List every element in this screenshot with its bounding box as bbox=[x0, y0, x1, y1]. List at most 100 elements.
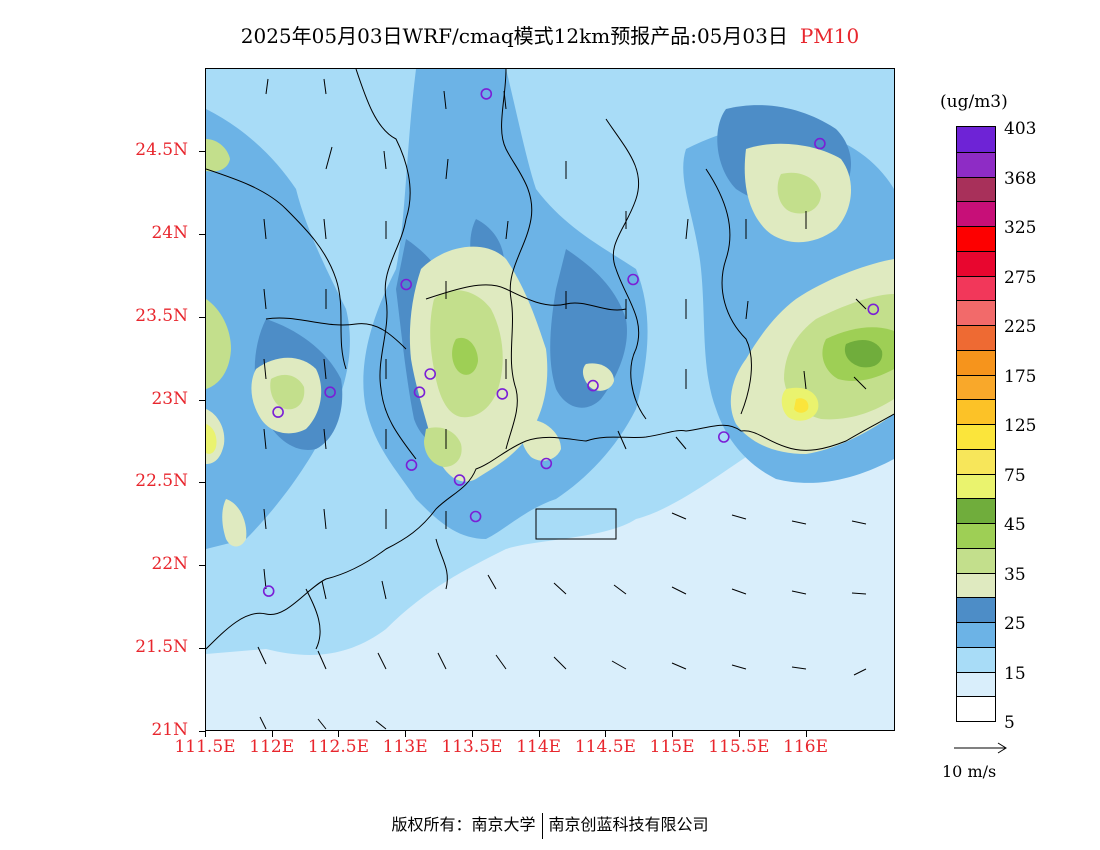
legend-value-label: 325 bbox=[1004, 218, 1037, 239]
lon-tick bbox=[672, 731, 674, 737]
legend-color-cell bbox=[957, 349, 995, 375]
legend-value-label: 5 bbox=[1004, 713, 1015, 734]
station-marker bbox=[587, 379, 599, 392]
legend-color-cell bbox=[957, 325, 995, 350]
lat-tick-label: 22N bbox=[151, 554, 188, 575]
legend-value-label: 275 bbox=[1004, 267, 1037, 288]
station-marker bbox=[480, 88, 493, 100]
color-legend bbox=[956, 126, 996, 722]
legend-color-cell bbox=[957, 176, 995, 202]
lon-tick-label: 116E bbox=[783, 737, 829, 757]
lon-tick-label: 115E bbox=[649, 737, 695, 757]
lon-tick bbox=[471, 731, 473, 737]
lat-tick bbox=[199, 233, 205, 235]
lon-tick bbox=[405, 731, 407, 737]
lat-tick bbox=[199, 150, 205, 152]
legend-color-cell bbox=[957, 275, 995, 301]
legend-color-cell bbox=[957, 547, 995, 573]
title-text: 2025年05月03日WRF/cmaq模式12km预报产品:05月03日 bbox=[240, 24, 788, 48]
legend-color-cell bbox=[957, 646, 995, 672]
station-marker bbox=[717, 431, 730, 443]
lat-tick bbox=[199, 316, 205, 318]
lat-tick bbox=[199, 648, 205, 650]
map-canvas bbox=[206, 69, 894, 730]
legend-color-cell bbox=[957, 572, 995, 598]
legend-color-cell bbox=[957, 671, 995, 697]
lon-tick-label: 115.5E bbox=[708, 737, 770, 757]
monitoring-stations bbox=[262, 88, 880, 597]
station-marker bbox=[453, 474, 466, 486]
legend-value-label: 35 bbox=[1004, 564, 1026, 585]
footer-right: 南京创蓝科技有限公司 bbox=[548, 815, 709, 834]
legend-value-label: 25 bbox=[1004, 614, 1026, 635]
lat-tick-label: 23.5N bbox=[135, 305, 188, 326]
legend-color-cell bbox=[957, 127, 995, 152]
legend-color-cell bbox=[957, 300, 995, 325]
legend-color-cell bbox=[957, 374, 995, 400]
lon-tick-label: 111.5E bbox=[174, 737, 236, 757]
wind-reference-label: 10 m/s bbox=[942, 762, 997, 781]
legend-color-cell bbox=[957, 226, 995, 251]
lat-tick-label: 22.5N bbox=[135, 471, 188, 492]
lon-tick bbox=[805, 731, 807, 737]
lon-tick bbox=[271, 731, 273, 737]
lon-tick bbox=[738, 731, 740, 737]
station-marker bbox=[424, 368, 436, 380]
legend-color-cell bbox=[957, 523, 995, 548]
lat-tick bbox=[199, 565, 205, 567]
legend-unit: (ug/m3) bbox=[940, 92, 1008, 112]
lon-tick-label: 114E bbox=[516, 737, 562, 757]
legend-color-cell bbox=[957, 597, 995, 622]
legend-value-label: 125 bbox=[1004, 416, 1037, 437]
lon-tick-label: 112.5E bbox=[307, 737, 369, 757]
lat-tick-label: 24.5N bbox=[135, 139, 188, 160]
station-marker bbox=[627, 273, 639, 286]
station-marker bbox=[405, 459, 418, 471]
station-marker bbox=[400, 278, 412, 291]
station-marker bbox=[469, 510, 482, 523]
station-marker bbox=[867, 303, 880, 316]
lon-tick-label: 112E bbox=[249, 737, 295, 757]
footer-left: 版权所有：南京大学 bbox=[391, 815, 536, 834]
pm10-concentration-map bbox=[205, 68, 895, 731]
copyright-footer: 版权所有：南京大学 南京创蓝科技有限公司 bbox=[0, 811, 1100, 839]
station-marker bbox=[262, 585, 275, 597]
lon-tick-label: 113.5E bbox=[441, 737, 503, 757]
legend-color-cell bbox=[957, 201, 995, 226]
lat-tick-label: 23N bbox=[151, 388, 188, 409]
legend-value-label: 175 bbox=[1004, 366, 1037, 387]
lat-tick-label: 21N bbox=[151, 720, 188, 740]
lat-tick bbox=[199, 399, 205, 401]
lat-tick bbox=[199, 731, 205, 732]
station-marker bbox=[324, 386, 336, 399]
map-title: 2025年05月03日WRF/cmaq模式12km预报产品:05月03日 PM10 bbox=[0, 20, 1100, 49]
legend-color-cell bbox=[957, 448, 995, 474]
legend-color-cell bbox=[957, 151, 995, 177]
legend-color-cell bbox=[957, 473, 995, 499]
lon-tick-label: 114.5E bbox=[574, 737, 636, 757]
legend-color-cell bbox=[957, 696, 995, 721]
footer-separator bbox=[541, 812, 543, 839]
lat-tick-label: 21.5N bbox=[135, 637, 188, 658]
legend-value-label: 15 bbox=[1004, 663, 1026, 684]
lat-tick bbox=[199, 482, 205, 484]
legend-value-label: 368 bbox=[1004, 168, 1037, 189]
lon-tick bbox=[538, 731, 540, 737]
legend-value-label: 75 bbox=[1004, 465, 1026, 486]
lon-tick bbox=[205, 731, 206, 737]
legend-color-cell bbox=[957, 250, 995, 276]
legend-color-cell bbox=[957, 498, 995, 523]
station-marker bbox=[413, 386, 426, 399]
legend-color-cell bbox=[957, 622, 995, 647]
station-marker bbox=[272, 406, 284, 418]
lon-tick bbox=[338, 731, 340, 737]
pollutant-name: PM10 bbox=[799, 24, 860, 48]
legend-value-label: 45 bbox=[1004, 515, 1026, 536]
station-marker bbox=[814, 137, 826, 150]
legend-value-label: 225 bbox=[1004, 317, 1037, 338]
lat-tick-label: 24N bbox=[151, 222, 188, 243]
legend-color-cell bbox=[957, 424, 995, 449]
lon-tick bbox=[605, 731, 607, 737]
wind-reference-arrow-icon bbox=[954, 742, 1007, 754]
legend-color-cell bbox=[957, 399, 995, 424]
